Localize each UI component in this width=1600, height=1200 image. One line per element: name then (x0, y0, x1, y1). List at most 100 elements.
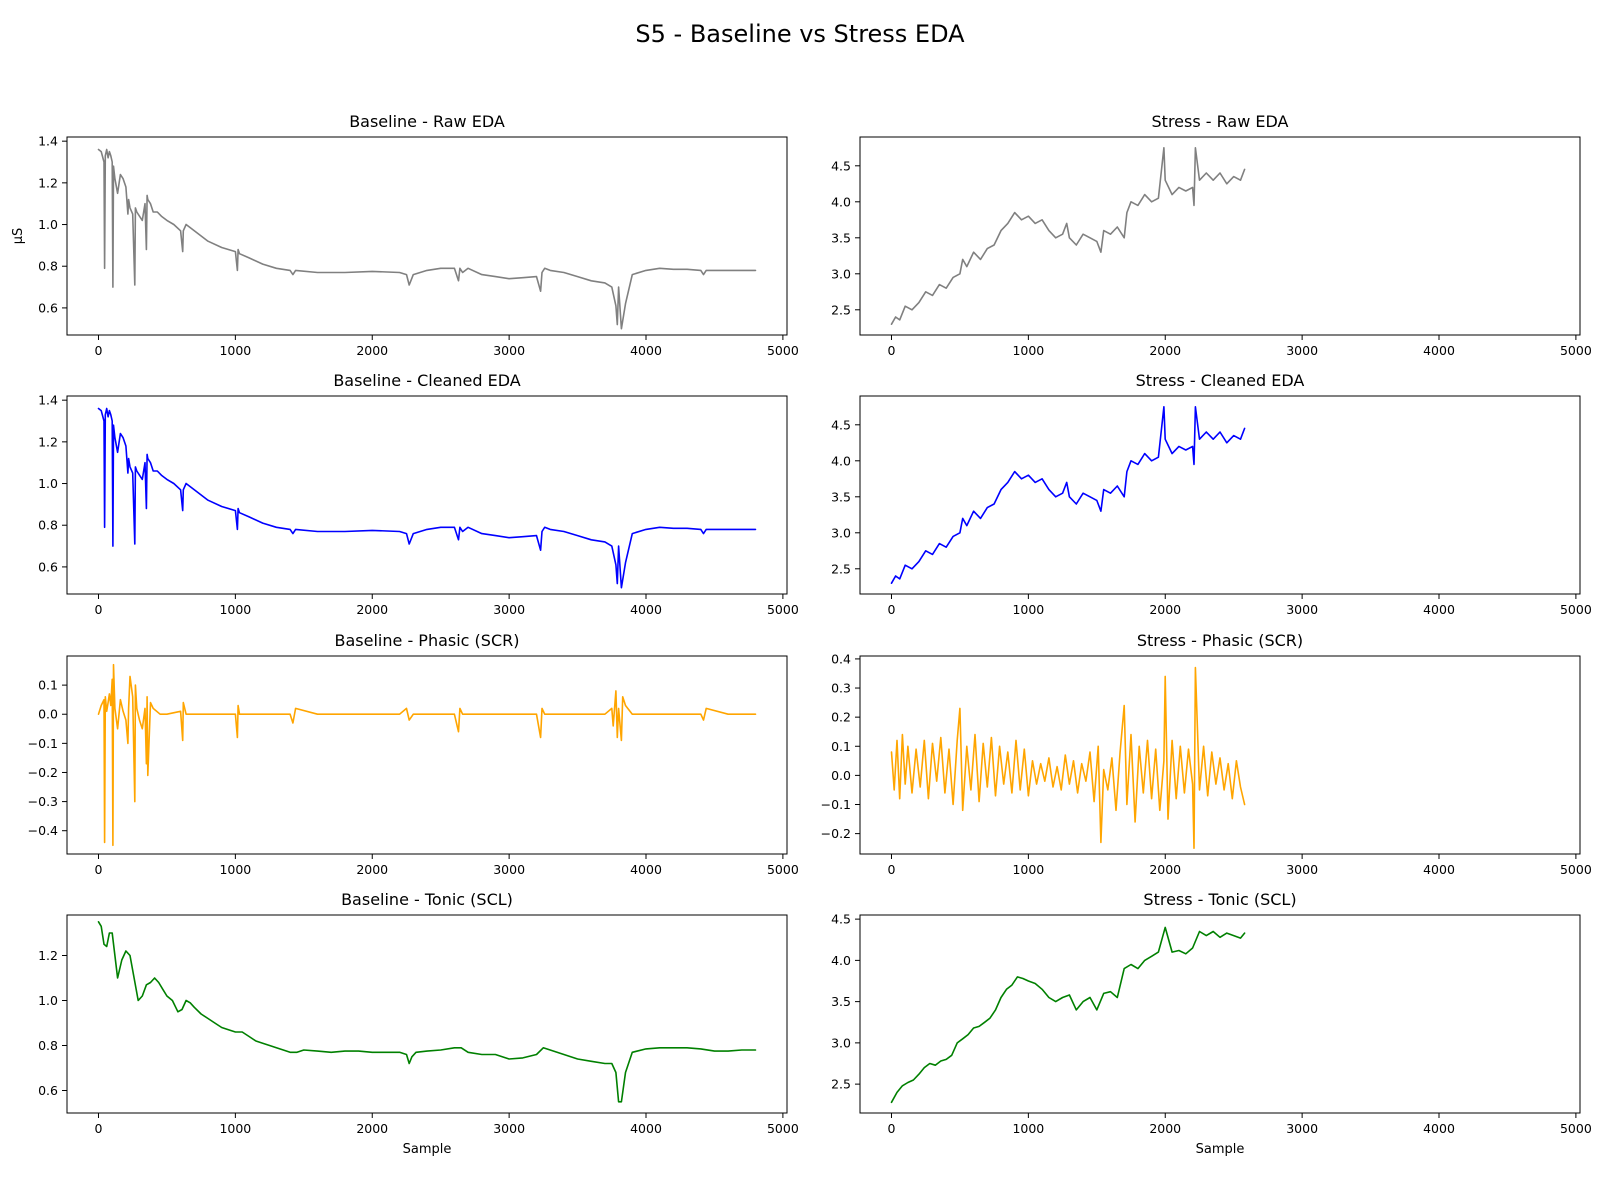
stress-phasic-frame (859, 655, 1581, 855)
stress-raw-xtick-label: 2000 (1149, 343, 1181, 358)
baseline-tonic-xtick-label: 5000 (767, 1121, 799, 1136)
stress-cleaned-xtick-label: 4000 (1423, 602, 1455, 617)
baseline-phasic-ytick-label: −0.3 (28, 794, 58, 809)
stress-raw-ytick-label: 4.5 (831, 158, 851, 173)
stress-raw-ytick-label: 4.0 (831, 194, 851, 209)
baseline-raw-ytick-label: 0.8 (38, 259, 58, 274)
stress-cleaned-axes: Stress - Cleaned EDA 0 1000 2000 3000 4000 500… (831, 371, 1592, 617)
stress-raw-xtick-label: 4000 (1423, 343, 1455, 358)
stress-tonic-ytick-label: 3.5 (831, 994, 851, 1009)
baseline-raw-series-line (97, 148, 757, 330)
baseline-tonic-ytick-label: 1.0 (38, 993, 58, 1008)
stress-phasic-ytick-label: −0.1 (821, 797, 851, 812)
stress-phasic-title: Stress - Phasic (SCR) (1137, 631, 1303, 650)
baseline-tonic-xtick-label: 4000 (630, 1121, 662, 1136)
stress-tonic-ytick-label: 3.0 (831, 1035, 851, 1050)
stress-tonic-xtick-label: 2000 (1149, 1121, 1181, 1136)
stress-raw-frame (859, 136, 1581, 336)
baseline-tonic-xtick-label: 3000 (493, 1121, 525, 1136)
baseline-phasic-xtick-label: 5000 (767, 862, 799, 877)
stress-raw-ytick-label: 2.5 (831, 302, 851, 317)
baseline-cleaned-ytick-label: 1.2 (38, 434, 58, 449)
baseline-tonic-ytick-label: 0.6 (38, 1083, 58, 1098)
stress-cleaned-frame (859, 395, 1581, 595)
stress-raw-xtick-label: 1000 (1012, 343, 1044, 358)
stress-cleaned-title: Stress - Cleaned EDA (1136, 371, 1305, 390)
baseline-raw-xtick-label: 5000 (767, 343, 799, 358)
baseline-phasic-xtick-label: 3000 (493, 862, 525, 877)
stress-tonic-xlabel: Sample (1196, 1142, 1245, 1157)
baseline-raw-ylabel: μS (11, 228, 26, 245)
stress-tonic-xtick-label: 0 (888, 1121, 896, 1136)
stress-raw-xtick-label: 0 (888, 343, 896, 358)
baseline-phasic-xtick-label: 0 (95, 862, 103, 877)
baseline-tonic-xtick-label: 2000 (356, 1121, 388, 1136)
baseline-cleaned-ytick-label: 0.6 (38, 559, 58, 574)
stress-phasic-xtick-label: 5000 (1560, 862, 1592, 877)
stress-tonic-series-line (890, 926, 1246, 1104)
baseline-phasic-axes: Baseline - Phasic (SCR) 0 1000 2000 3000 4000… (28, 631, 799, 877)
baseline-cleaned-axes: Baseline - Cleaned EDA 0 1000 2000 3000 4000 5… (38, 371, 799, 617)
stress-cleaned-xtick-label: 0 (888, 602, 896, 617)
baseline-raw-ytick-label: 1.0 (38, 217, 58, 232)
stress-tonic-xtick-label: 4000 (1423, 1121, 1455, 1136)
stress-tonic-frame (859, 914, 1581, 1114)
baseline-tonic-xtick-label: 0 (95, 1121, 103, 1136)
baseline-cleaned-ytick-label: 0.8 (38, 518, 58, 533)
stress-phasic-xtick-label: 1000 (1012, 862, 1044, 877)
baseline-tonic-xlabel: Sample (403, 1142, 452, 1157)
baseline-cleaned-series-line (97, 407, 757, 589)
stress-cleaned-ytick-label: 2.5 (831, 561, 851, 576)
baseline-phasic-ytick-label: 0.0 (38, 707, 58, 722)
stress-phasic-xtick-label: 0 (888, 862, 896, 877)
stress-tonic-xtick-label: 5000 (1560, 1121, 1592, 1136)
stress-cleaned-ytick-label: 3.5 (831, 489, 851, 504)
stress-phasic-xtick-label: 3000 (1286, 862, 1318, 877)
baseline-cleaned-xtick-label: 3000 (493, 602, 525, 617)
stress-raw-ytick-label: 3.0 (831, 266, 851, 281)
baseline-raw-title: Baseline - Raw EDA (349, 112, 505, 131)
figure-title: S5 - Baseline vs Stress EDA (635, 20, 965, 48)
baseline-raw-axes: Baseline - Raw EDA 0 1000 2000 3000 4000 5000 0… (11, 112, 799, 358)
baseline-phasic-ytick-label: −0.4 (28, 823, 58, 838)
stress-tonic-ytick-label: 4.5 (831, 912, 851, 927)
baseline-tonic-ytick-label: 1.2 (38, 948, 58, 963)
stress-tonic-ytick-label: 4.0 (831, 953, 851, 968)
stress-phasic-xtick-label: 4000 (1423, 862, 1455, 877)
baseline-cleaned-xtick-label: 5000 (767, 602, 799, 617)
stress-phasic-ytick-label: 0.2 (831, 710, 851, 725)
baseline-tonic-ytick-label: 0.8 (38, 1038, 58, 1053)
baseline-raw-xtick-label: 1000 (219, 343, 251, 358)
stress-raw-axes: Stress - Raw EDA 0 1000 2000 3000 4000 5000 2.5… (831, 112, 1592, 358)
baseline-phasic-xtick-label: 2000 (356, 862, 388, 877)
baseline-phasic-frame (66, 655, 788, 855)
baseline-phasic-ytick-label: −0.2 (28, 765, 58, 780)
stress-cleaned-series-line (890, 405, 1246, 585)
baseline-cleaned-xtick-label: 2000 (356, 602, 388, 617)
stress-phasic-axes: Stress - Phasic (SCR) 0 1000 2000 3000 4000 50… (821, 631, 1592, 877)
stress-tonic-axes: Stress - Tonic (SCL) 0 1000 2000 3000 4000 500… (831, 890, 1592, 1157)
baseline-tonic-axes: Baseline - Tonic (SCL) 0 1000 2000 3000 4000 5… (38, 890, 799, 1157)
baseline-cleaned-ytick-label: 1.4 (38, 393, 58, 408)
stress-raw-series-line (890, 147, 1246, 326)
stress-tonic-title: Stress - Tonic (SCL) (1143, 890, 1296, 909)
stress-cleaned-xtick-label: 3000 (1286, 602, 1318, 617)
baseline-raw-ytick-label: 1.2 (38, 175, 58, 190)
stress-cleaned-xtick-label: 2000 (1149, 602, 1181, 617)
stress-tonic-xtick-label: 3000 (1286, 1121, 1318, 1136)
baseline-raw-xtick-label: 0 (95, 343, 103, 358)
stress-cleaned-ytick-label: 3.0 (831, 525, 851, 540)
stress-cleaned-xtick-label: 5000 (1560, 602, 1592, 617)
baseline-tonic-title: Baseline - Tonic (SCL) (341, 890, 513, 909)
axes-root: Baseline - Raw EDA 0 1000 2000 3000 4000 5000 0… (11, 112, 1592, 1157)
baseline-phasic-series-line (97, 663, 757, 847)
baseline-tonic-series-line (97, 920, 757, 1103)
baseline-cleaned-ytick-label: 1.0 (38, 476, 58, 491)
stress-phasic-series-line (890, 666, 1246, 850)
baseline-tonic-xtick-label: 1000 (219, 1121, 251, 1136)
baseline-cleaned-title: Baseline - Cleaned EDA (333, 371, 520, 390)
stress-cleaned-xtick-label: 1000 (1012, 602, 1044, 617)
baseline-phasic-title: Baseline - Phasic (SCR) (335, 631, 520, 650)
baseline-cleaned-xtick-label: 4000 (630, 602, 662, 617)
baseline-cleaned-xtick-label: 1000 (219, 602, 251, 617)
